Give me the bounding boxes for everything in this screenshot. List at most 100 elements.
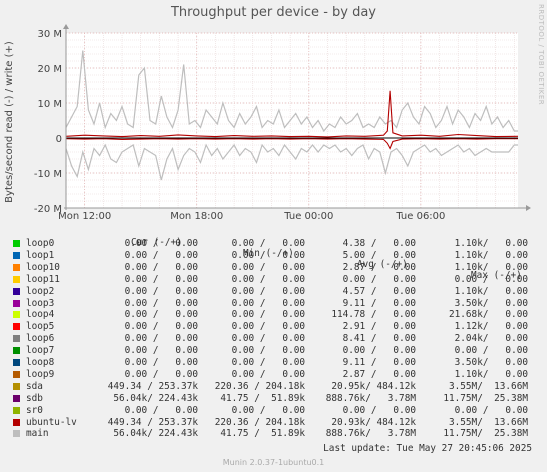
legend-cur: 0.00 / 0.00: [124, 321, 198, 333]
legend-name: sdb: [26, 392, 43, 404]
legend-max: 1.10k/ 0.00: [454, 285, 528, 297]
legend-cur: 449.34 / 253.37k: [107, 416, 198, 428]
legend-avg: 2.91 / 0.00: [342, 321, 416, 333]
y-tick-label: -20 M: [34, 204, 62, 215]
legend-row-loop5: loop5 0.00 / 0.00 0.00 / 0.00 2.91 / 0.00 1.…: [0, 321, 547, 333]
legend-name: loop0: [26, 238, 55, 249]
y-tick-label: 20 M: [37, 64, 62, 75]
legend-swatch: [13, 394, 20, 402]
legend-min: 41.75 / 51.89k: [220, 392, 305, 404]
legend-row-loop3: loop3 0.00 / 0.00 0.00 / 0.00 9.11 / 0.00 3.…: [0, 298, 547, 310]
legend-min: 0.00 / 0.00: [231, 357, 305, 368]
legend-max: 1.10k/ 0.00: [454, 238, 528, 249]
legend-row-loop0: loop0 0.00 / 0.00 0.00 / 0.00 4.38 / 0.00 1.…: [0, 238, 547, 250]
legend-swatch: [13, 382, 20, 390]
legend-name: main: [26, 428, 49, 440]
legend-row-loop6: loop6 0.00 / 0.00 0.00 / 0.00 8.41 / 0.00 2.…: [0, 333, 547, 345]
legend-avg: 5.00 / 0.00: [342, 249, 416, 261]
legend-row-sdb: sdb 56.04k/ 224.43k 41.75 / 51.89k 888.76k/…: [0, 393, 547, 405]
legend-name: loop4: [26, 309, 55, 321]
legend-max: 1.10k/ 0.00: [454, 261, 528, 273]
legend-min: 0.00 / 0.00: [231, 345, 305, 357]
legend-cur: 0.00 / 0.00: [124, 333, 198, 345]
col-cur-header: Cur (-/+): [131, 237, 182, 248]
legend-swatch: [13, 311, 20, 319]
legend-min: 0.00 / 0.00: [231, 285, 305, 297]
legend-min: 220.36 / 204.18k: [214, 416, 305, 428]
legend-cur: 0.00 / 0.00: [124, 285, 198, 297]
legend-swatch: [13, 299, 20, 307]
legend-name: loop11: [26, 273, 60, 285]
legend-max: 2.04k/ 0.00: [454, 333, 528, 345]
legend-avg: 8.41 / 0.00: [342, 333, 416, 345]
legend-avg: 888.76k/ 3.78M: [325, 392, 416, 404]
legend-row-sda: sda 449.34 / 253.37k 220.36 / 204.18k 20.95…: [0, 381, 547, 393]
legend-row-loop8: loop8 0.00 / 0.00 0.00 / 0.00 9.11 / 0.00 3.…: [0, 357, 547, 369]
legend-max: 11.75M/ 25.38M: [443, 392, 528, 404]
last-update: Last update: Tue May 27 20:45:06 2025: [323, 443, 532, 454]
legend-min: 0.00 / 0.00: [231, 238, 305, 249]
legend-min: 220.36 / 204.18k: [214, 380, 305, 392]
series-ubuntu-lv-read-line: [65, 138, 518, 150]
series-main-write-line: [65, 50, 518, 133]
legend-swatch: [13, 263, 20, 271]
legend-max: 3.50k/ 0.00: [454, 357, 528, 368]
legend-row-sr0: sr0 0.00 / 0.00 0.00 / 0.00 0.00 / 0.00 0.00…: [0, 405, 547, 417]
legend-swatch: [13, 430, 20, 438]
x-tick-label: Tue 06:00: [395, 211, 445, 222]
legend-cur: 0.00 / 0.00: [124, 261, 198, 273]
chart-title: Throughput per device - by day: [170, 5, 377, 20]
legend-name: loop8: [26, 357, 55, 368]
legend-name: loop10: [26, 261, 60, 273]
y-tick-label: 10 M: [37, 99, 62, 110]
x-axis-arrow: [526, 205, 531, 211]
legend-cur: 0.00 / 0.00: [124, 297, 198, 309]
legend-min: 0.00 / 0.00: [231, 368, 305, 380]
legend-avg: 20.93k/ 484.12k: [331, 416, 416, 428]
x-tick-label: Tue 00:00: [283, 211, 333, 222]
legend-cur: 56.04k/ 224.43k: [113, 428, 198, 440]
legend-min: 0.00 / 0.00: [231, 333, 305, 345]
legend-cur: 0.00 / 0.00: [124, 345, 198, 357]
legend-max: 0.00 / 0.00: [454, 273, 528, 285]
legend-row-loop11: loop11 0.00 / 0.00 0.00 / 0.00 0.00 / 0.00 0…: [0, 274, 547, 286]
y-axis-arrow: [63, 24, 69, 29]
legend-cur: 0.00 / 0.00: [124, 273, 198, 285]
legend-max: 0.00 / 0.00: [454, 404, 528, 416]
y-tick-label: -10 M: [34, 169, 62, 180]
legend-swatch: [13, 323, 20, 331]
legend-cur: 0.00 / 0.00: [124, 309, 198, 321]
y-tick-label: 0: [56, 134, 62, 145]
col-min-header: Min (-/+): [243, 248, 294, 259]
legend-avg: 9.11 / 0.00: [342, 357, 416, 368]
legend-name: loop3: [26, 297, 55, 309]
legend-max: 1.10k/ 0.00: [454, 249, 528, 261]
legend-name: loop7: [26, 345, 55, 357]
legend-row-loop4: loop4 0.00 / 0.00 0.00 / 0.00 114.78 / 0.00…: [0, 309, 547, 321]
legend-avg: 4.57 / 0.00: [342, 285, 416, 297]
legend-swatch: [13, 335, 20, 343]
legend-row-loop9: loop9 0.00 / 0.00 0.00 / 0.00 2.87 / 0.00 1.…: [0, 369, 547, 381]
legend-swatch: [13, 370, 20, 378]
legend-avg: 888.76k/ 3.78M: [325, 428, 416, 440]
legend-header: Cur (-/+) Min (-/+) Avg (-/+) Max (-/+): [0, 226, 547, 281]
legend-max: 3.50k/ 0.00: [454, 297, 528, 309]
col-max-header: Max (-/+): [471, 270, 522, 281]
legend-name: loop2: [26, 285, 55, 297]
legend-max: 1.10k/ 0.00: [454, 368, 528, 380]
legend-avg: 9.11 / 0.00: [342, 297, 416, 309]
legend-swatch: [13, 251, 20, 259]
munin-version: Munin 2.0.37-1ubuntu0.1: [222, 458, 325, 467]
legend-max: 3.55M/ 13.66M: [448, 416, 528, 428]
legend-avg: 114.78 / 0.00: [331, 309, 416, 321]
legend-name: loop6: [26, 333, 55, 345]
legend-min: 0.00 / 0.00: [231, 249, 305, 261]
legend-name: sda: [26, 380, 43, 392]
legend-cur: 0.00 / 0.00: [124, 404, 198, 416]
legend-row-loop1: loop1 0.00 / 0.00 0.00 / 0.00 5.00 / 0.00 1.…: [0, 250, 547, 262]
legend-avg: 0.00 / 0.00: [342, 273, 416, 285]
legend-swatch: [13, 418, 20, 426]
legend-row-ubuntu-lv: ubuntu-lv 449.34 / 253.37k 220.36 / 204.18…: [0, 417, 547, 429]
legend-avg: 2.87 / 0.00: [342, 368, 416, 380]
